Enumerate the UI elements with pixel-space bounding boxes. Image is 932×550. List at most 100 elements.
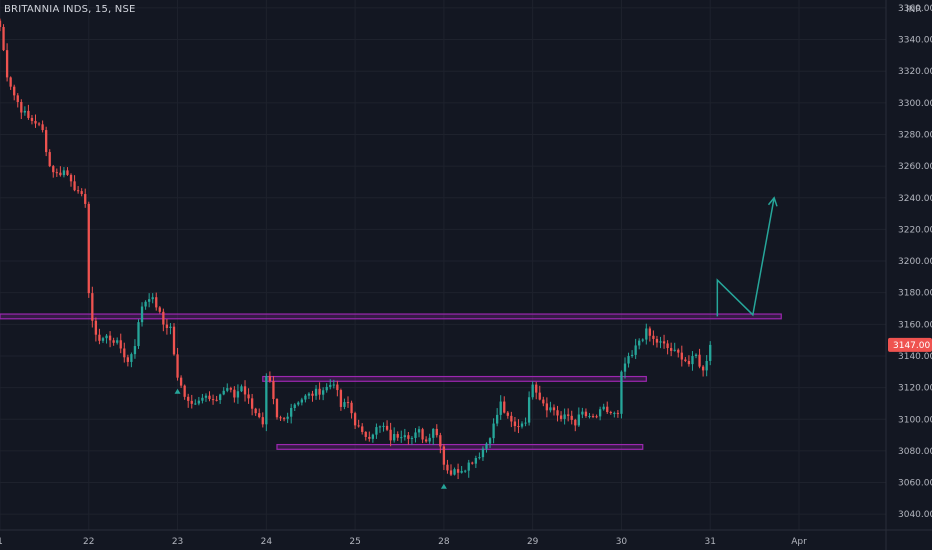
candle-body xyxy=(456,469,460,473)
candle-body xyxy=(286,416,289,419)
y-tick-label: 3100.00 xyxy=(898,415,932,425)
candle-body xyxy=(595,416,598,418)
y-tick-label: 3040.00 xyxy=(898,510,932,520)
candle-body xyxy=(424,439,428,442)
candle-body xyxy=(258,413,261,418)
candle-body xyxy=(321,390,325,395)
candle-body xyxy=(272,381,275,399)
candle-body xyxy=(481,448,485,458)
candle-body xyxy=(677,349,680,353)
candle-body xyxy=(197,400,201,404)
projection-arrow xyxy=(716,197,775,317)
candle-body xyxy=(574,419,577,426)
candle-body xyxy=(648,328,652,336)
candle-body xyxy=(343,402,346,407)
candle-body xyxy=(435,428,438,436)
candle-body xyxy=(591,416,595,418)
candle-body xyxy=(524,422,527,424)
candle-body xyxy=(172,326,176,355)
candle-body xyxy=(691,356,694,365)
candle-body xyxy=(169,326,172,328)
candle-body xyxy=(623,363,627,372)
candle-body xyxy=(194,403,197,405)
candle-body xyxy=(616,412,620,414)
candle-body xyxy=(535,384,538,393)
upper-resistance-zone xyxy=(0,313,782,320)
candle-body xyxy=(467,462,470,471)
low-marker-2 xyxy=(440,483,447,489)
candle-body xyxy=(55,172,58,174)
candle-body xyxy=(662,341,666,344)
candle-body xyxy=(87,203,90,294)
y-tick-label: 3180.00 xyxy=(898,289,932,299)
y-tick-label: 3220.00 xyxy=(898,225,932,235)
overlays xyxy=(174,196,778,489)
candle-body xyxy=(598,409,602,417)
candle-body xyxy=(577,414,580,426)
y-tick-label: 3120.00 xyxy=(898,384,932,394)
candle-body xyxy=(588,416,591,418)
candle-body xyxy=(16,95,19,102)
candle-body xyxy=(158,307,161,312)
candle-body xyxy=(687,360,691,365)
candle-body xyxy=(474,457,478,464)
candle-body xyxy=(378,426,382,428)
candle-body xyxy=(130,354,133,362)
last-price-box xyxy=(888,337,932,352)
candle-body xyxy=(179,377,183,386)
candle-body xyxy=(478,457,481,459)
candle-body xyxy=(670,348,673,351)
candle-body xyxy=(105,335,108,339)
candle-body xyxy=(393,434,396,441)
candle-body xyxy=(538,392,541,400)
candle-body xyxy=(581,411,584,415)
candle-body xyxy=(304,395,307,400)
candle-body xyxy=(243,386,247,395)
candle-body xyxy=(513,421,517,427)
candle-body xyxy=(666,343,669,349)
candle-body xyxy=(684,359,687,361)
candle-body xyxy=(211,399,215,401)
candle-body xyxy=(375,427,378,435)
candle-body xyxy=(414,432,417,438)
candle-body xyxy=(499,401,502,415)
candle-body xyxy=(219,394,222,401)
candle-body xyxy=(27,110,30,118)
candle-body xyxy=(268,375,272,382)
candle-body xyxy=(350,402,353,414)
candle-body xyxy=(400,437,403,439)
candle-body xyxy=(45,130,48,153)
candle-body xyxy=(0,20,2,27)
candle-body xyxy=(48,152,51,167)
candle-body xyxy=(240,386,243,392)
candle-body xyxy=(421,429,424,440)
candle-body xyxy=(98,334,101,341)
candle-body xyxy=(30,117,34,121)
time-axis[interactable]: 1 22 23 24 25 28 29 30 31 Apr xyxy=(0,529,932,547)
candle-body xyxy=(13,86,16,96)
candle-body xyxy=(510,415,513,422)
x-tick-label: 30 xyxy=(616,537,628,547)
candle-body xyxy=(59,172,62,176)
candle-body xyxy=(563,414,566,419)
candle-body xyxy=(314,388,318,396)
candle-body xyxy=(520,423,524,427)
y-tick-label: 3200.00 xyxy=(898,257,932,267)
x-tick-label: 23 xyxy=(172,537,183,547)
y-tick-label: 3060.00 xyxy=(898,479,932,489)
candle-body xyxy=(140,306,144,323)
price-axis[interactable]: 3360.00 3340.00 3320.00 3300.00 3280.00 3260.… xyxy=(885,0,932,550)
candle-body xyxy=(357,425,360,427)
candle-body xyxy=(204,395,208,398)
candle-body xyxy=(176,354,179,378)
candle-body xyxy=(300,399,303,403)
candle-body xyxy=(190,400,193,404)
candle-body xyxy=(353,413,357,426)
candle-body xyxy=(165,324,169,328)
candle-body xyxy=(453,469,456,475)
candle-body xyxy=(52,166,55,173)
candle-body xyxy=(215,399,218,401)
candle-body xyxy=(432,428,435,438)
candle-body xyxy=(37,123,41,125)
